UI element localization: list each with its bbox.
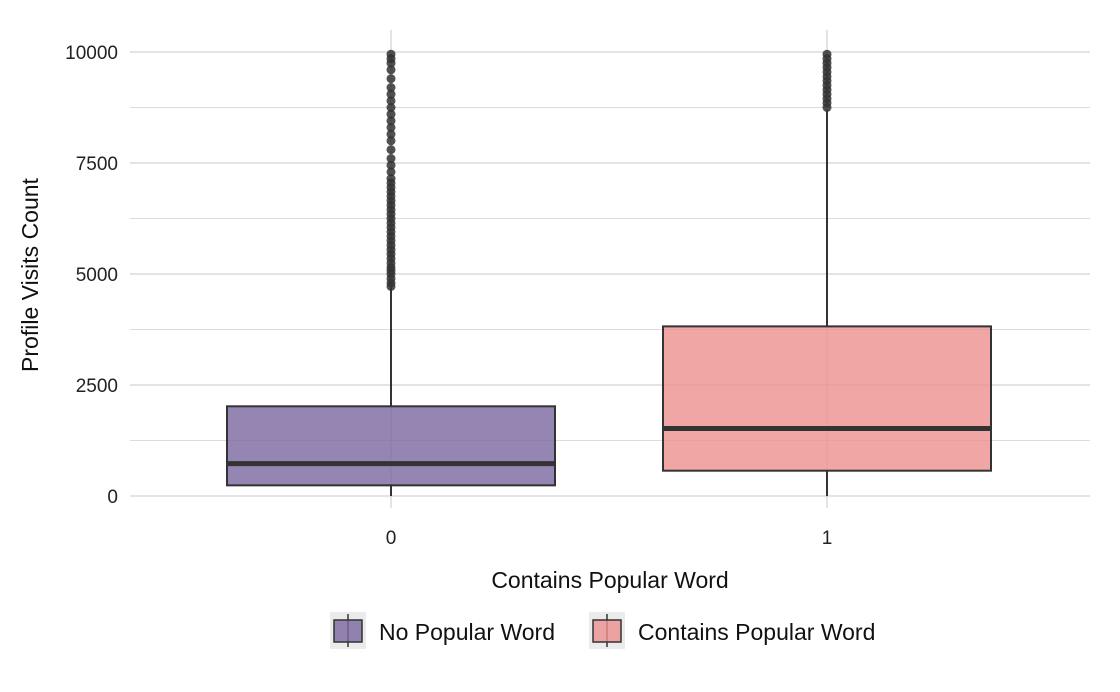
- iqr-box: [662, 325, 992, 472]
- outlier-point: [386, 96, 396, 106]
- x-tick-label: 0: [386, 528, 397, 549]
- outlier-point: [386, 129, 396, 139]
- y-tick-label: 7500: [76, 154, 118, 175]
- outlier-point: [386, 65, 396, 75]
- y-tick-label: 10000: [65, 43, 118, 64]
- box-contains-popular-word: [662, 49, 992, 496]
- iqr-box: [226, 405, 556, 487]
- outlier-point: [386, 160, 396, 170]
- outlier-point: [386, 74, 396, 84]
- box-no-popular-word: [226, 49, 556, 496]
- outlier-point: [386, 49, 396, 59]
- y-axis-title: Profile Visits Count: [17, 177, 43, 371]
- outlier-point: [822, 49, 832, 59]
- x-tick-label: 1: [822, 528, 833, 549]
- outlier-point: [386, 122, 396, 132]
- y-tick-label: 2500: [76, 376, 118, 397]
- outlier-point: [386, 167, 396, 177]
- outlier-point: [386, 103, 396, 112]
- legend-item-no-popular-word: No Popular Word: [330, 612, 555, 649]
- legend-item-contains-popular-word: Contains Popular Word: [589, 612, 875, 649]
- outlier-point: [386, 154, 396, 164]
- outlier-point: [386, 174, 396, 184]
- legend-label-contains-popular-word: Contains Popular Word: [638, 619, 875, 645]
- outlier-point: [386, 136, 396, 146]
- y-tick-label: 5000: [76, 265, 118, 286]
- legend-label-no-popular-word: No Popular Word: [379, 619, 555, 645]
- outlier-point: [386, 109, 396, 119]
- outlier-point: [386, 145, 396, 155]
- outlier-point: [386, 83, 396, 93]
- y-axis-ticks: 0 2500 5000 7500 10000: [65, 43, 118, 508]
- box-series: [226, 49, 992, 496]
- outlier-point: [386, 116, 396, 126]
- outlier-point: [386, 89, 396, 99]
- x-axis-title: Contains Popular Word: [491, 567, 728, 593]
- legend: No Popular Word Contains Popular Word: [330, 612, 875, 649]
- legend-swatch-contains-popular-word: [592, 619, 622, 643]
- y-tick-label: 0: [107, 487, 118, 508]
- legend-swatch-no-popular-word: [333, 619, 363, 643]
